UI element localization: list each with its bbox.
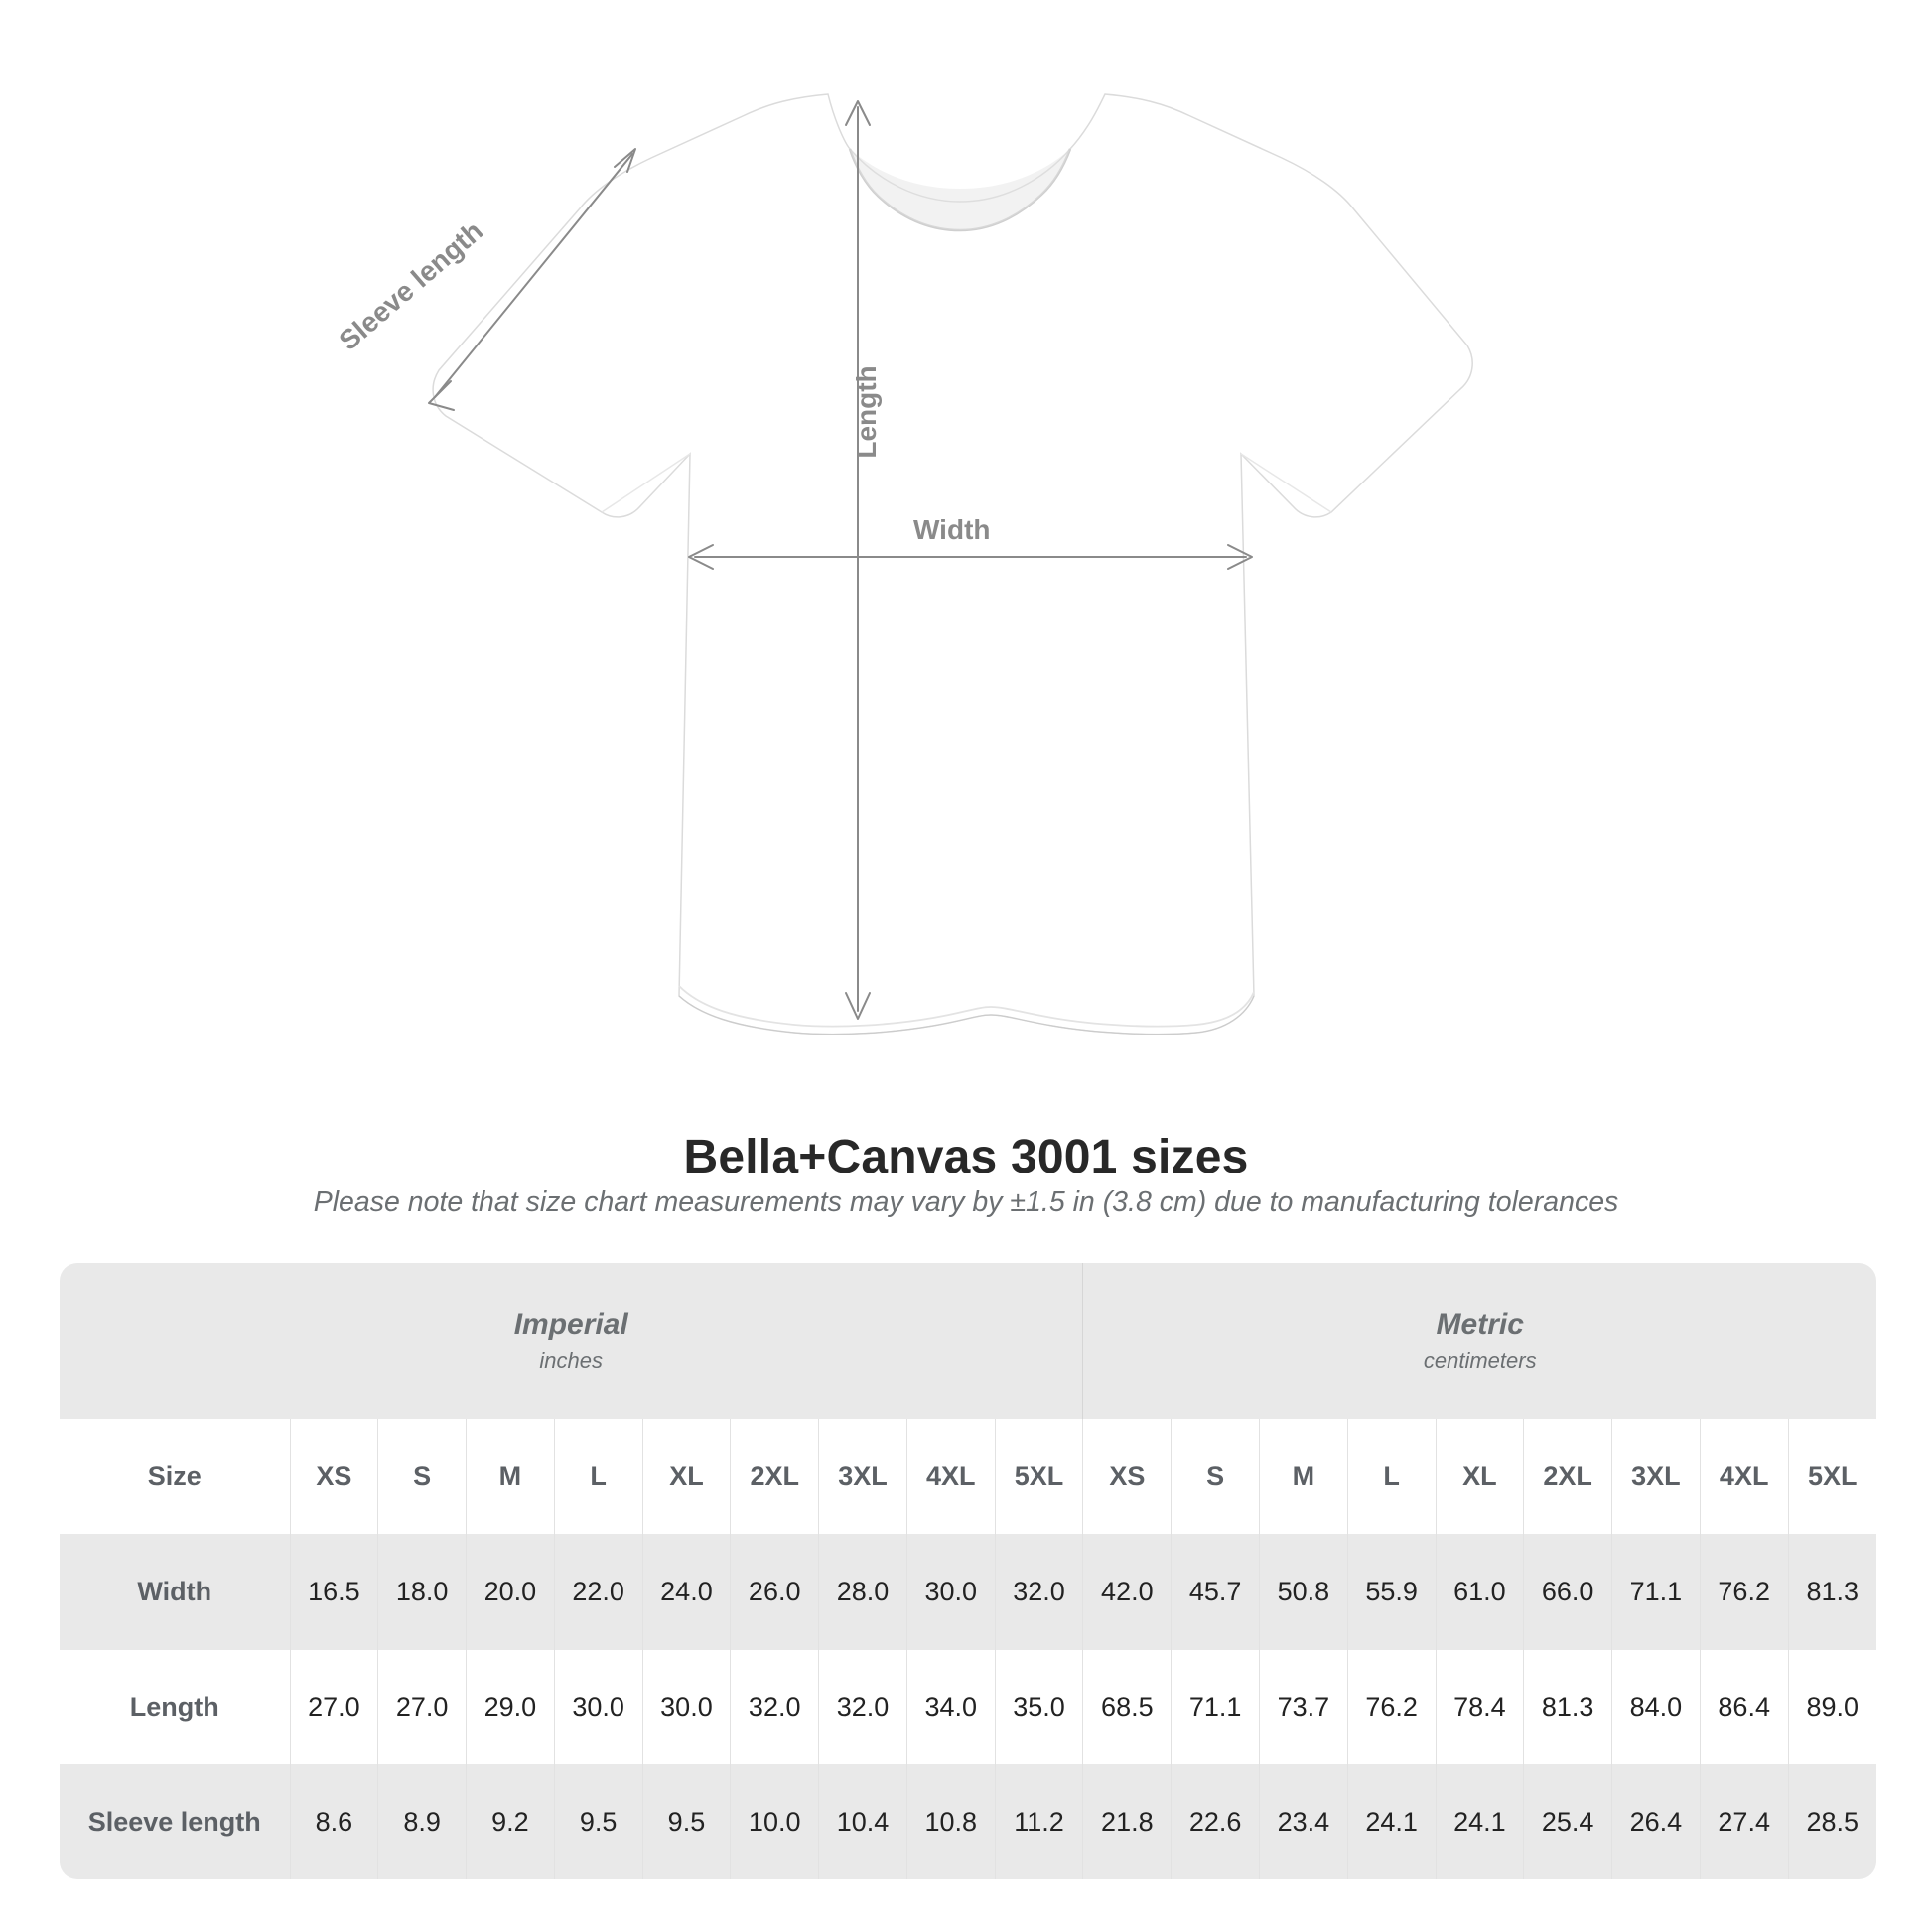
svg-text:Length: Length bbox=[851, 365, 882, 458]
svg-text:Width: Width bbox=[913, 514, 991, 545]
svg-text:Sleeve length: Sleeve length bbox=[333, 215, 488, 356]
